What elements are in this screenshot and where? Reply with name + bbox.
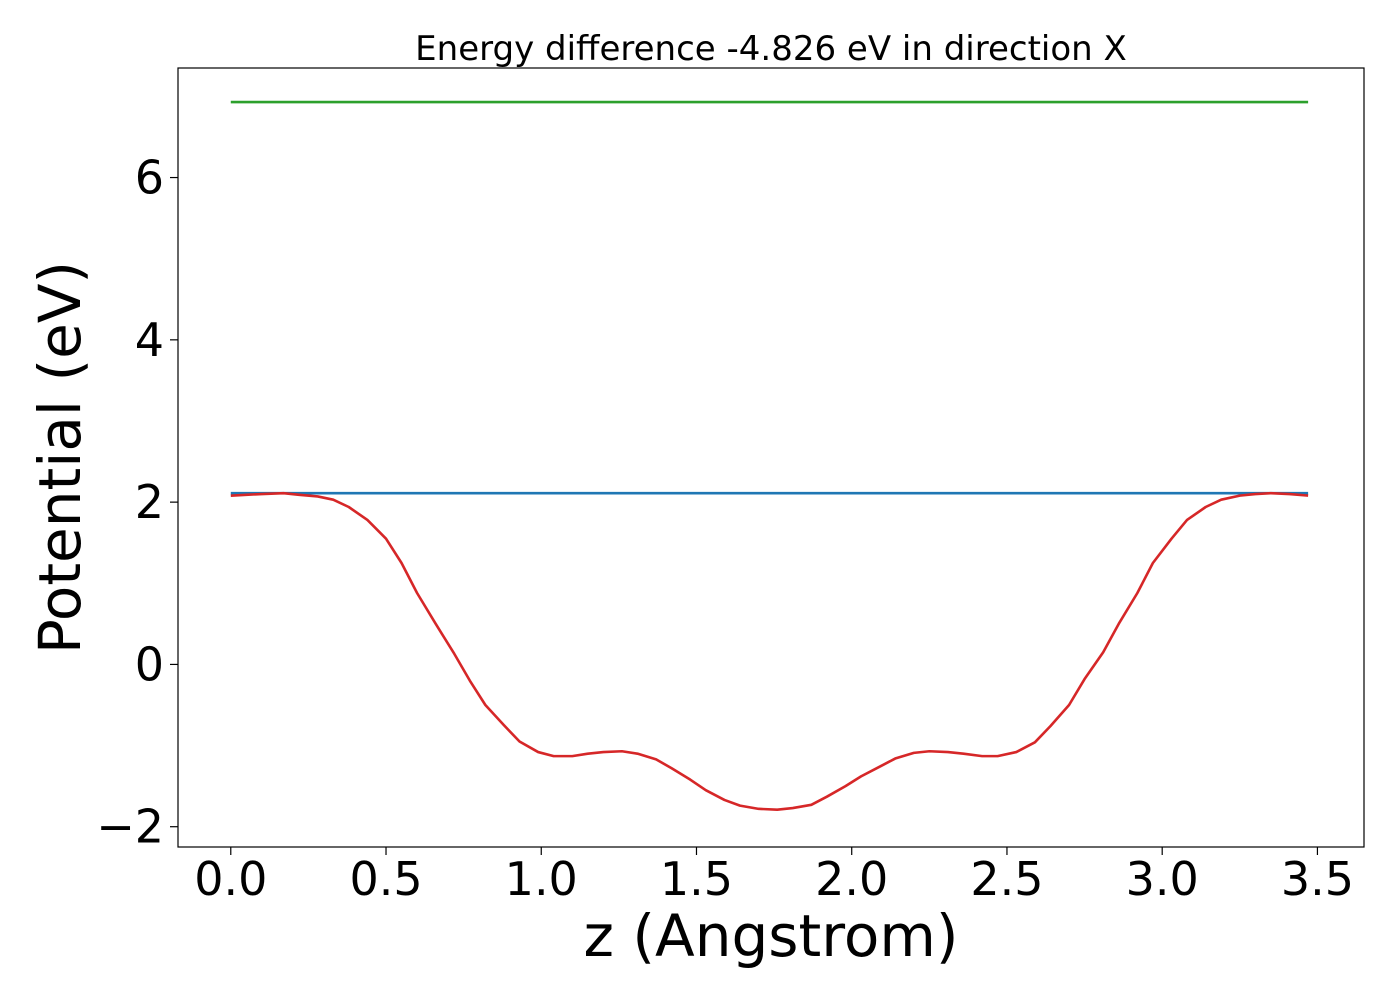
x-tick-label: 1.0 — [505, 852, 578, 906]
x-tick-label: 3.0 — [1126, 852, 1199, 906]
y-tick-label: 0 — [135, 637, 164, 691]
x-tick-label: 2.5 — [970, 852, 1043, 906]
x-tick-label: 0.5 — [349, 852, 422, 906]
y-tick-label: 4 — [135, 313, 164, 367]
x-axis-ticks: 0.0 0.5 1.0 1.5 2.0 2.5 3.0 3.5 — [194, 847, 1354, 906]
x-tick-label: 2.0 — [815, 852, 888, 906]
x-tick-label: 0.0 — [194, 852, 267, 906]
series-line-3 — [230, 491, 1309, 811]
x-tick-label: 1.5 — [660, 852, 733, 906]
plot-area — [177, 67, 1365, 848]
y-tick-label: −2 — [96, 800, 164, 854]
y-tick-label: 2 — [135, 475, 164, 529]
y-axis-label: Potential (eV) — [26, 261, 94, 654]
x-axis-label: z (Angstrom) — [584, 902, 959, 970]
chart-title: Energy difference -4.826 eV in direction… — [415, 29, 1127, 69]
y-axis-ticks: −2 0 2 4 6 — [96, 151, 178, 854]
axes-frame — [177, 67, 1365, 848]
x-tick-label: 3.5 — [1281, 852, 1354, 906]
y-tick-label: 6 — [135, 151, 164, 205]
